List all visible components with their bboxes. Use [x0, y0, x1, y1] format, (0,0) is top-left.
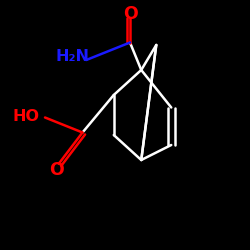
Text: O: O [122, 5, 138, 23]
Text: H₂N: H₂N [56, 49, 90, 64]
Text: HO: HO [13, 109, 40, 124]
Text: O: O [49, 161, 64, 179]
